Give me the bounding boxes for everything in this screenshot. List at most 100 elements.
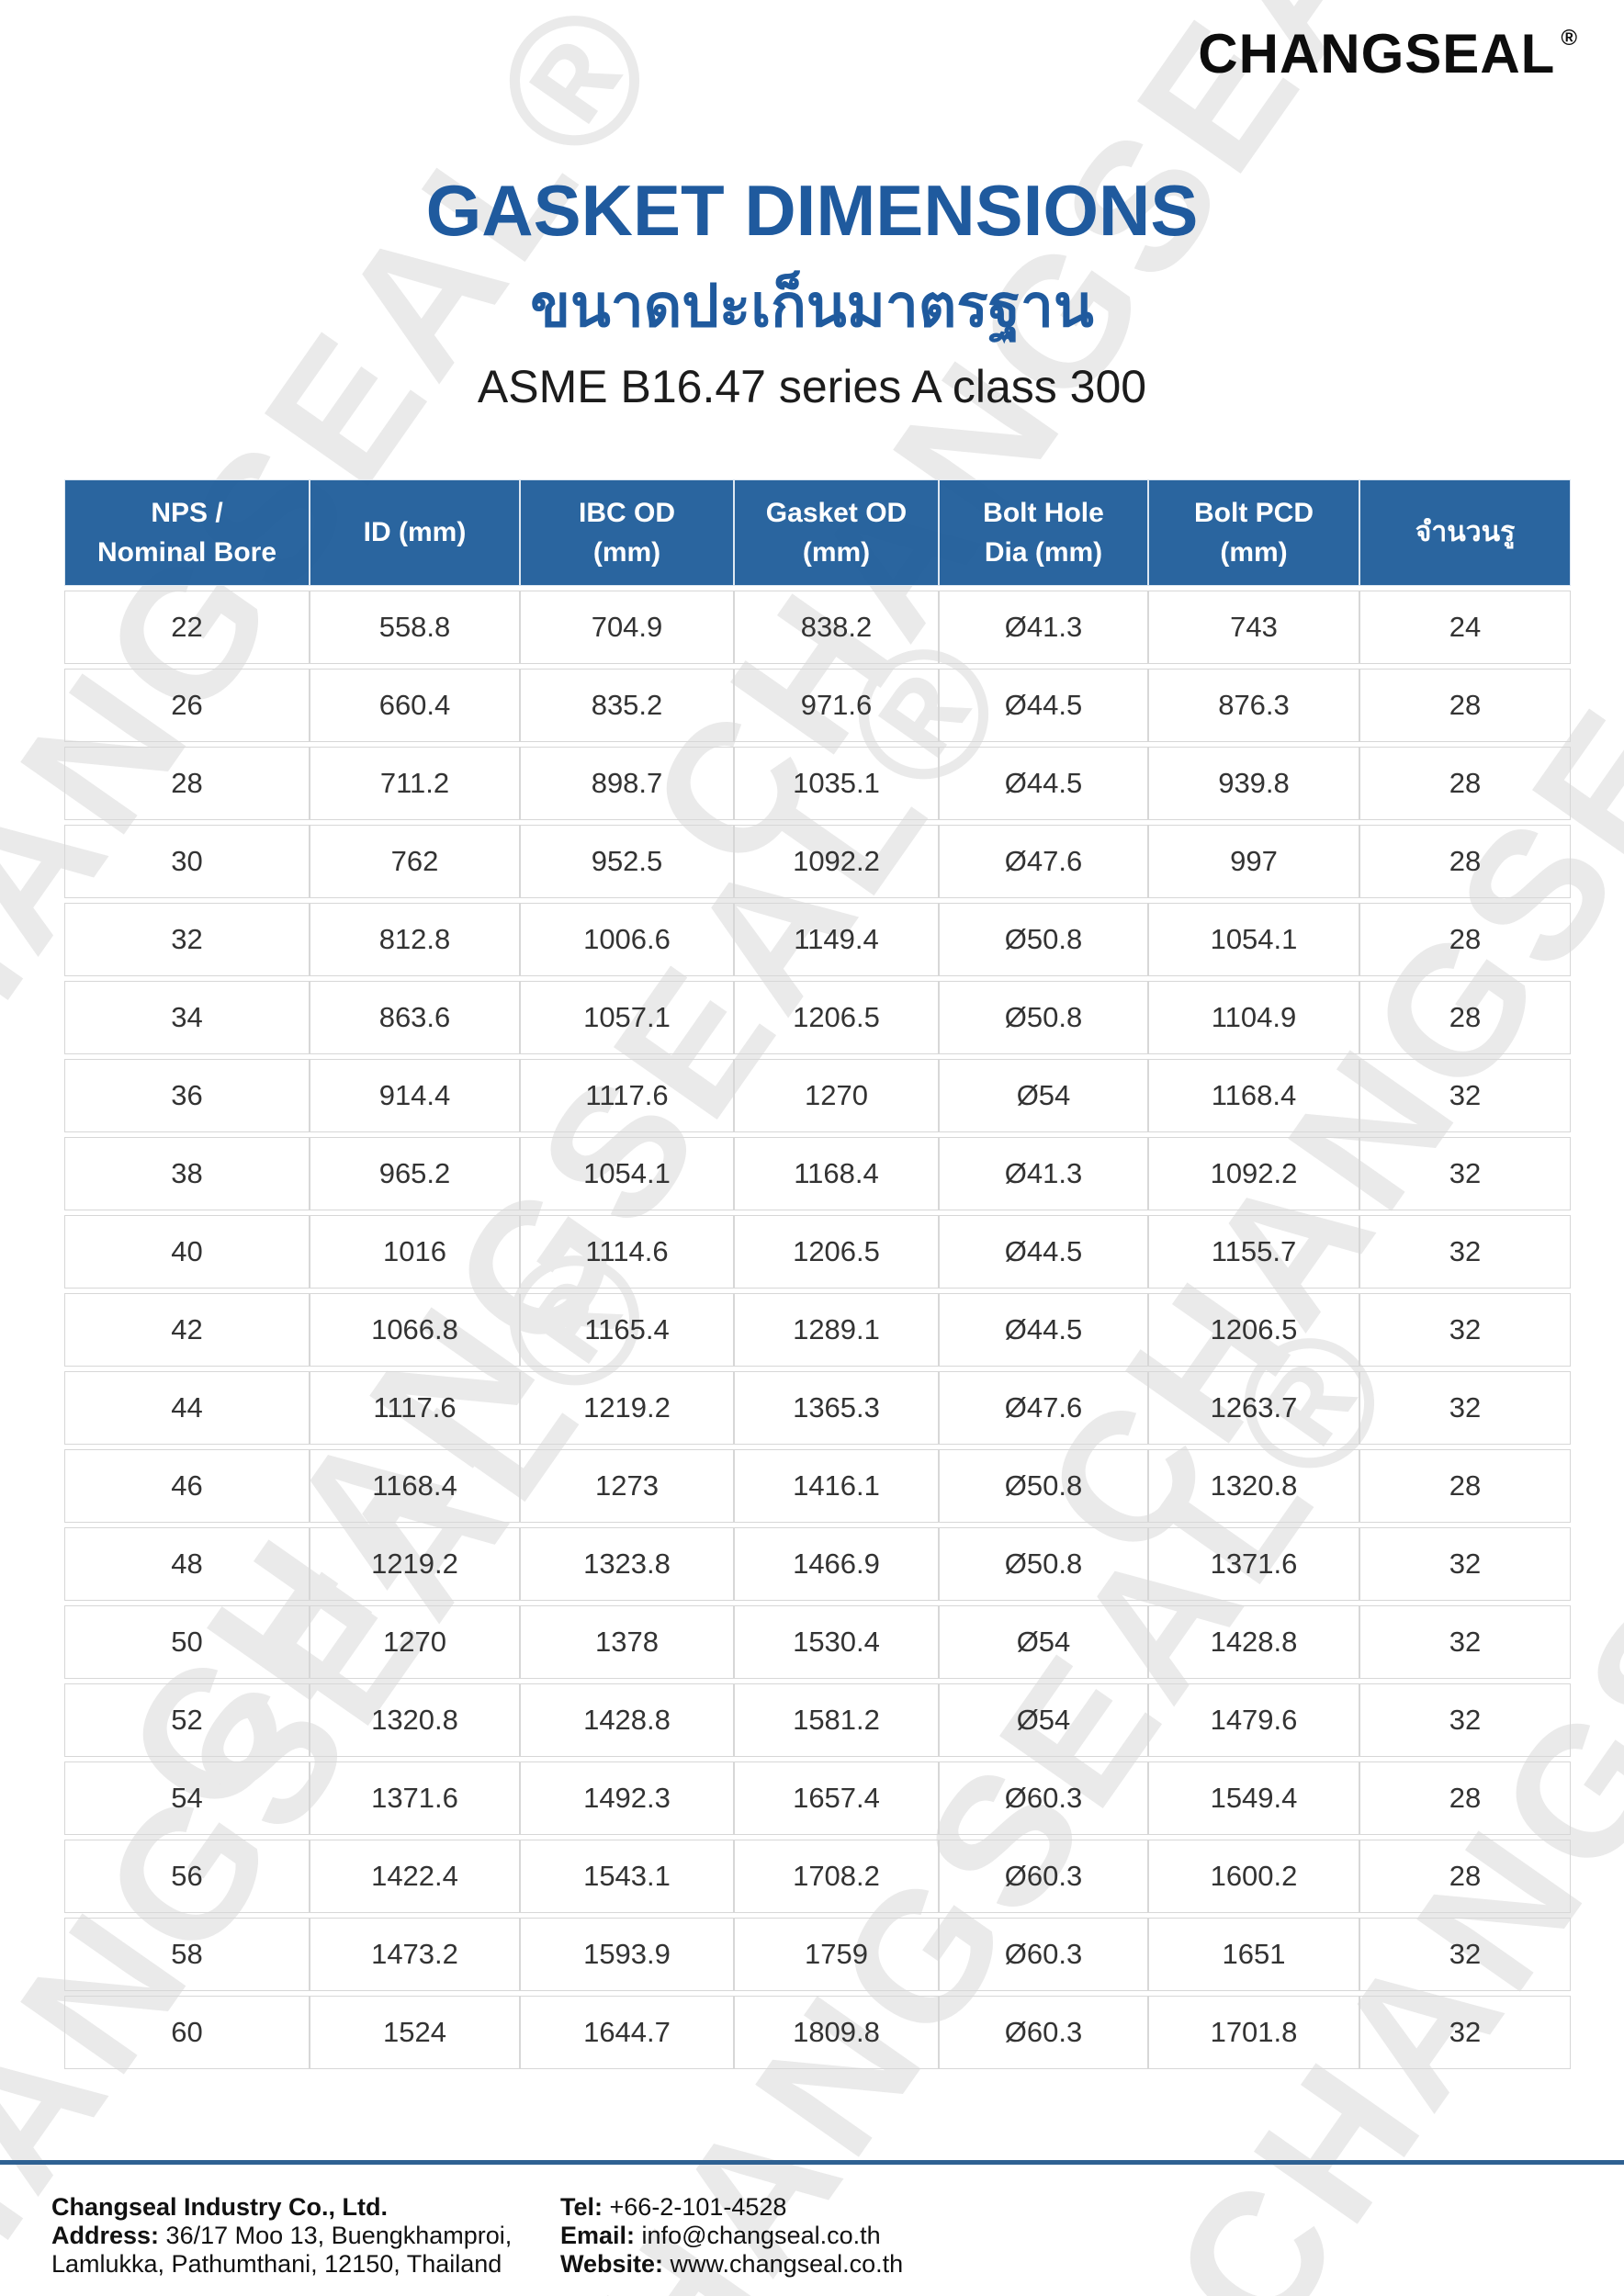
table-row: 22 558.8 704.9 838.2 Ø41.3 743 24 [64, 591, 1571, 664]
table-cell: 1371.6 [1148, 1527, 1359, 1601]
registered-trademark-icon: ® [1561, 26, 1578, 51]
table-cell: 1114.6 [520, 1215, 734, 1289]
table-cell: 660.4 [310, 669, 520, 742]
table-cell: 1273 [520, 1449, 734, 1523]
tel-value: +66-2-101-4528 [609, 2193, 787, 2221]
table-cell: 1035.1 [734, 747, 939, 820]
table-cell: Ø41.3 [939, 591, 1148, 664]
table-cell: 1323.8 [520, 1527, 734, 1601]
table-cell: 743 [1148, 591, 1359, 664]
website-label: Website: [560, 2250, 664, 2278]
table-cell: 1117.6 [310, 1371, 520, 1445]
table-cell: 1104.9 [1148, 981, 1359, 1054]
table-cell: 1289.1 [734, 1293, 939, 1367]
table-cell: 32 [1359, 1371, 1571, 1445]
table-cell: Ø44.5 [939, 747, 1148, 820]
table-cell: 835.2 [520, 669, 734, 742]
table-cell: 1320.8 [310, 1683, 520, 1757]
table-cell: 1066.8 [310, 1293, 520, 1367]
table-cell: 1593.9 [520, 1918, 734, 1991]
table-cell: 558.8 [310, 591, 520, 664]
table-cell: 898.7 [520, 747, 734, 820]
table-cell: 1219.2 [520, 1371, 734, 1445]
table-row: 50 1270 1378 1530.4 Ø54 1428.8 32 [64, 1605, 1571, 1679]
table-cell: Ø47.6 [939, 825, 1148, 898]
table-cell: 46 [64, 1449, 310, 1523]
table-cell: 28 [1359, 747, 1571, 820]
table-cell: 1581.2 [734, 1683, 939, 1757]
table-cell: 34 [64, 981, 310, 1054]
table-cell: 1263.7 [1148, 1371, 1359, 1445]
table-cell: 1155.7 [1148, 1215, 1359, 1289]
table-row: 54 1371.6 1492.3 1657.4 Ø60.3 1549.4 28 [64, 1761, 1571, 1835]
table-row: 60 1524 1644.7 1809.8 Ø60.3 1701.8 32 [64, 1996, 1571, 2069]
table-cell: 32 [1359, 1683, 1571, 1757]
company-address-line2: Lamlukka, Pathumthani, 12150, Thailand [51, 2250, 502, 2278]
table-cell: 28 [1359, 1761, 1571, 1835]
table-cell: Ø47.6 [939, 1371, 1148, 1445]
table-cell: 1809.8 [734, 1996, 939, 2069]
brand-logo-text: CHANGSEAL [1198, 23, 1556, 84]
table-cell: 28 [1359, 1449, 1571, 1523]
table-cell: Ø60.3 [939, 1761, 1148, 1835]
table-cell: 812.8 [310, 903, 520, 976]
table-cell: Ø50.8 [939, 981, 1148, 1054]
table-cell: 1016 [310, 1215, 520, 1289]
column-header: IBC OD (mm) [520, 479, 734, 586]
table-cell: 54 [64, 1761, 310, 1835]
column-header: Bolt PCD (mm) [1148, 479, 1359, 586]
footer-company-block: Changseal Industry Co., Ltd. Address: 36… [51, 2193, 547, 2279]
table-row: 30 762 952.5 1092.2 Ø47.6 997 28 [64, 825, 1571, 898]
column-header: ID (mm) [310, 479, 520, 586]
table-cell: 32 [1359, 1059, 1571, 1132]
table-cell: 36 [64, 1059, 310, 1132]
table-cell: 1378 [520, 1605, 734, 1679]
table-cell: 965.2 [310, 1137, 520, 1210]
table-cell: 1416.1 [734, 1449, 939, 1523]
tel-label: Tel: [560, 2193, 603, 2221]
table-row: 28 711.2 898.7 1035.1 Ø44.5 939.8 28 [64, 747, 1571, 820]
table-cell: 1600.2 [1148, 1840, 1359, 1913]
table-cell: 1657.4 [734, 1761, 939, 1835]
table-cell: Ø41.3 [939, 1137, 1148, 1210]
table-cell: 28 [1359, 903, 1571, 976]
brand-logo: CHANGSEAL ® [1198, 22, 1578, 85]
table-cell: Ø54 [939, 1059, 1148, 1132]
page-title: GASKET DIMENSIONS [425, 170, 1199, 251]
table-cell: 1543.1 [520, 1840, 734, 1913]
table-cell: 60 [64, 1996, 310, 2069]
table-cell: 1149.4 [734, 903, 939, 976]
table-cell: Ø44.5 [939, 669, 1148, 742]
table-cell: 1219.2 [310, 1527, 520, 1601]
table-cell: 1428.8 [1148, 1605, 1359, 1679]
table-cell: 1057.1 [520, 981, 734, 1054]
table-row: 40 1016 1114.6 1206.5 Ø44.5 1155.7 32 [64, 1215, 1571, 1289]
table-cell: 50 [64, 1605, 310, 1679]
table-header: NPS / Nominal Bore ID (mm) IBC OD (mm) Gasket… [64, 479, 1571, 586]
table-cell: 1168.4 [310, 1449, 520, 1523]
table-cell: 32 [1359, 1215, 1571, 1289]
table-cell: 876.3 [1148, 669, 1359, 742]
table-cell: Ø54 [939, 1605, 1148, 1679]
table-row: 38 965.2 1054.1 1168.4 Ø41.3 1092.2 32 [64, 1137, 1571, 1210]
standard-spec: ASME B16.47 series A class 300 [477, 361, 1147, 412]
company-address-line1: Address: 36/17 Moo 13, Buengkhamproi, [51, 2222, 547, 2250]
table-cell: 1006.6 [520, 903, 734, 976]
table-cell: 32 [1359, 1527, 1571, 1601]
table-cell: 1320.8 [1148, 1449, 1359, 1523]
table-cell: 26 [64, 669, 310, 742]
table-cell: 1701.8 [1148, 1996, 1359, 2069]
table-cell: 1708.2 [734, 1840, 939, 1913]
table-cell: 863.6 [310, 981, 520, 1054]
table-row: 36 914.4 1117.6 1270 Ø54 1168.4 32 [64, 1059, 1571, 1132]
table-cell: 1428.8 [520, 1683, 734, 1757]
table-cell: 32 [1359, 1137, 1571, 1210]
table-cell: 1054.1 [1148, 903, 1359, 976]
table-cell: 1644.7 [520, 1996, 734, 2069]
table-cell: 58 [64, 1918, 310, 1991]
table-cell: 1651 [1148, 1918, 1359, 1991]
table-cell: 28 [1359, 981, 1571, 1054]
table-cell: 56 [64, 1840, 310, 1913]
table-cell: 762 [310, 825, 520, 898]
